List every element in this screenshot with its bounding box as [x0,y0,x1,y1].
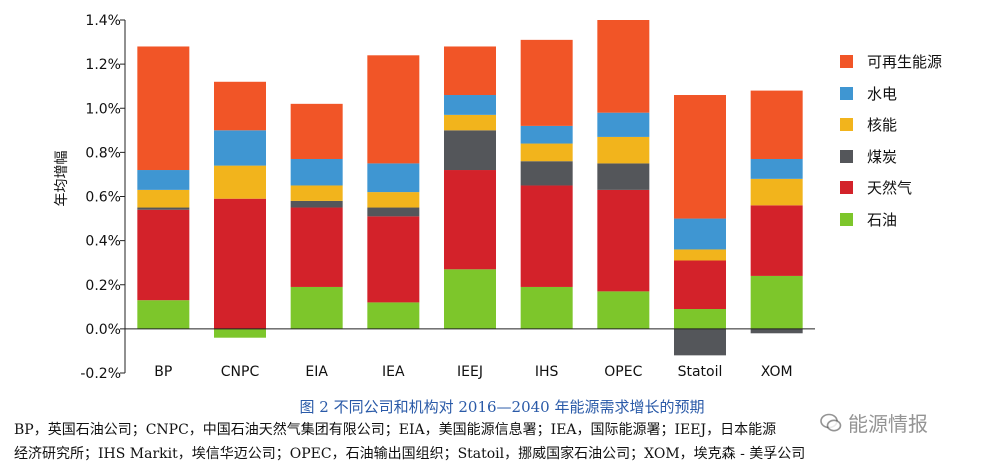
legend-swatch [840,212,853,226]
legend-label: 核能 [867,116,898,135]
bar-segment [674,218,726,250]
y-tick-label: 0.4% [85,234,121,250]
bar-segment [367,216,420,303]
y-tick-label: 0.8% [85,145,121,161]
chart-legend: 可再生能源水电核能煤炭天然气石油 [840,46,942,235]
bar-segment [674,328,726,356]
legend-label: 煤炭 [867,147,898,166]
bar-segment [290,158,343,186]
bar-segment [520,161,573,186]
bar-segment [137,170,190,190]
legend-item: 石油 [840,204,942,236]
bar-segment [290,103,343,159]
bar-segment [367,302,420,329]
y-tick-label: 1.0% [85,101,121,117]
x-tick-label: Statoil [678,364,723,380]
bar-segment [444,114,496,131]
bar-segment [520,39,573,126]
legend-item: 天然气 [840,172,942,204]
legend-label: 石油 [867,210,898,229]
legend-item: 水电 [840,78,942,110]
legend-swatch [840,181,853,195]
bar-segment [520,125,573,144]
y-tick-label: 0.2% [85,278,121,294]
x-tick-label: EIA [305,364,328,380]
y-tick-label: 0.6% [85,190,121,206]
legend-swatch [840,149,853,163]
bar-segment [137,46,190,171]
legend-swatch [840,86,853,100]
bar-segment [444,269,496,329]
bar-segment [137,300,190,329]
bar-segment [214,198,266,329]
bar-segment [750,205,803,276]
bar-segment [444,46,496,96]
legend-label: 可再生能源 [867,53,943,72]
bar-segment [750,328,803,334]
x-tick-label: BP [154,364,172,380]
note-line-2: 经济研究所；IHS Markit，埃信华迈公司；OPEC，石油输出国组织；Sta… [14,446,806,462]
bar-segment [750,178,803,206]
y-tick-label: 1.2% [85,57,121,73]
bar-segment [750,158,803,179]
bar-segment [520,185,573,287]
figure-notes: BP，英国石油公司；CNPC，中国石油天然气集团有限公司；EIA，美国能源信息署… [14,418,994,466]
figure-caption: 图 2 不同公司和机构对 2016—2040 年能源需求增长的预期 [299,398,705,416]
x-tick-label: IHS [535,364,559,380]
bar-segment [444,95,496,115]
legend-item: 核能 [840,109,942,141]
x-tick-label: CNPC [221,364,260,380]
y-tick-label: 1.4% [85,13,121,29]
bar-segment [137,207,190,210]
watermark: 能源情报 [820,408,928,437]
x-tick-label: OPEC [604,364,642,380]
bar-segment [674,249,726,261]
legend-item: 煤炭 [840,141,942,173]
watermark-text: 能源情报 [848,412,928,436]
legend-label: 水电 [867,84,898,103]
legend-item: 可再生能源 [840,46,942,78]
x-tick-label: IEEJ [457,364,483,380]
y-tick-label: 0.0% [85,322,121,338]
legend-swatch [840,55,853,69]
bar-segment [597,136,650,164]
x-tick-label: IEA [382,364,405,380]
bar-segment [597,163,650,190]
bar-segment [367,207,420,217]
y-axis-title: 年均增幅 [54,151,70,207]
bar-segment [674,309,726,329]
bar-segment [367,192,420,208]
bar-segment [674,95,726,219]
bar-segment [750,275,803,329]
bar-segment [367,163,420,193]
bar-segment [674,260,726,310]
bar-segment [750,90,803,159]
bar-segment [444,130,496,171]
bar-segment [137,209,190,301]
bar-segment [597,291,650,329]
bar-segment [290,286,343,329]
bar-segment [520,143,573,162]
bar-segment [290,200,343,208]
bar-segment [444,170,496,270]
bar-segment [214,165,266,199]
wechat-icon [820,413,842,431]
bar-segment [520,286,573,329]
legend-label: 天然气 [867,179,913,198]
bar-segment [290,185,343,201]
x-tick-label: XOM [761,364,793,380]
bar-segment [137,189,190,208]
y-tick-label: -0.2% [80,366,121,382]
bar-segment [597,189,650,292]
bar-segment [597,112,650,137]
bar-segment [290,207,343,287]
bar-segment [214,130,266,166]
bar-segment [597,20,650,113]
bar-segment [367,55,420,164]
legend-swatch [840,118,853,132]
bar-segment [214,81,266,131]
note-line-1: BP，英国石油公司；CNPC，中国石油天然气集团有限公司；EIA，美国能源信息署… [14,422,777,438]
stacked-bar-chart: -0.2% 0.0% 0.2% 0.4% 0.6% 0.8% 1.0% 1.2% 1.4% 年均增… [54,13,815,382]
bar-segment [214,328,266,338]
